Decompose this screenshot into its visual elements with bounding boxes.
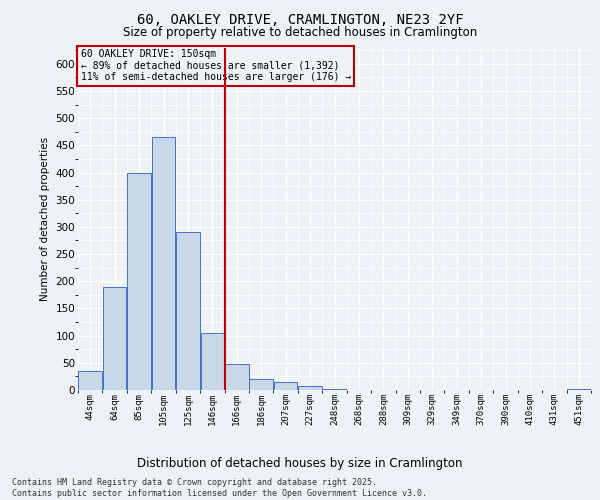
Text: 60 OAKLEY DRIVE: 150sqm
← 89% of detached houses are smaller (1,392)
11% of semi: 60 OAKLEY DRIVE: 150sqm ← 89% of detache… [80,49,351,82]
Bar [127,172,151,390]
Bar [298,386,322,390]
Text: Size of property relative to detached houses in Cramlington: Size of property relative to detached ho… [123,26,477,39]
Bar [152,137,175,390]
Bar [200,333,224,390]
Bar [103,286,127,390]
Bar [274,382,298,390]
Text: Distribution of detached houses by size in Cramlington: Distribution of detached houses by size … [137,458,463,470]
Bar [176,232,200,390]
Bar [323,389,346,390]
Text: Contains HM Land Registry data © Crown copyright and database right 2025.
Contai: Contains HM Land Registry data © Crown c… [12,478,427,498]
Bar [250,379,273,390]
Text: 60, OAKLEY DRIVE, CRAMLINGTON, NE23 2YF: 60, OAKLEY DRIVE, CRAMLINGTON, NE23 2YF [137,12,463,26]
Y-axis label: Number of detached properties: Number of detached properties [40,136,50,301]
Bar [225,364,248,390]
Bar [79,371,102,390]
